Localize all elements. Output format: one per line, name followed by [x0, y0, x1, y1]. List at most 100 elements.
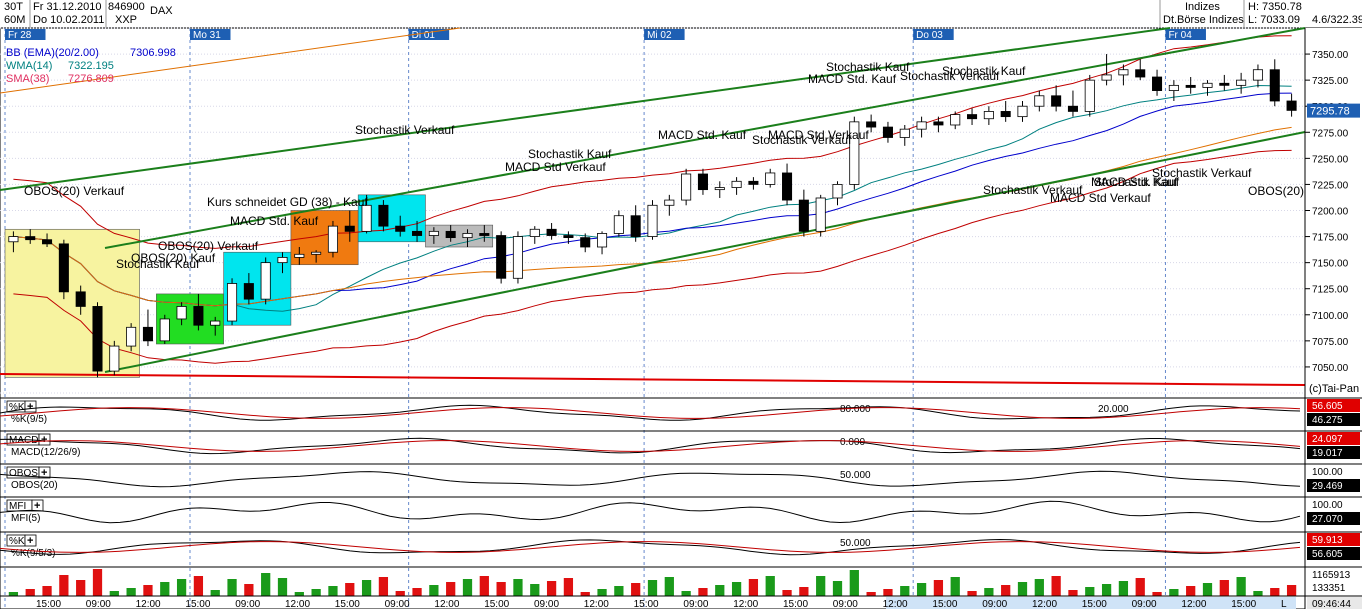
- time-axis-highlight: [886, 597, 1296, 609]
- candle-body: [815, 197, 826, 232]
- candle-body: [866, 121, 877, 128]
- candle-body: [580, 237, 591, 248]
- volume-bar: [832, 581, 843, 596]
- pane-level-2: 20.000: [1098, 404, 1129, 415]
- volume-bar: [916, 583, 927, 596]
- candle-body: [496, 235, 507, 279]
- signal-annotation: MACD Std Verkauf: [1050, 191, 1151, 205]
- volume-bar: [1186, 586, 1196, 596]
- legend-wma-label: WMA(14): [6, 60, 53, 72]
- candle: [1219, 74, 1230, 91]
- candle-body: [882, 126, 893, 138]
- pane-value-2: 19.017: [1312, 448, 1343, 459]
- volume-bar: [42, 586, 52, 596]
- candle: [832, 181, 843, 206]
- time-tick-label: 12:00: [584, 599, 609, 609]
- signal-annotation: OBOS(20) Verkauf: [24, 184, 125, 198]
- candle: [1067, 90, 1078, 117]
- time-tick-label: 09:00: [833, 599, 858, 609]
- day-badge: [1165, 29, 1206, 40]
- candle: [882, 121, 893, 143]
- candle-body: [8, 236, 19, 243]
- candle-body: [378, 204, 389, 227]
- time-tick-label: 12:00: [883, 599, 908, 609]
- candle-body: [58, 243, 69, 293]
- candle: [1000, 101, 1011, 122]
- pane-value-1: 24.097: [1312, 434, 1343, 445]
- volume-bar: [193, 576, 204, 596]
- candle: [8, 231, 19, 253]
- signal-annotation: Stochastik Verkauf: [752, 133, 852, 147]
- candle-body: [260, 262, 271, 300]
- candle: [1202, 80, 1213, 96]
- candle-body: [109, 345, 120, 372]
- volume-bar: [378, 577, 389, 596]
- bb-upper-line: [13, 35, 1292, 249]
- volume-bar: [1034, 579, 1044, 596]
- candle: [42, 233, 53, 247]
- candle: [1185, 77, 1196, 94]
- volume-bar: [1286, 585, 1297, 596]
- candle-body: [75, 291, 86, 307]
- candle-body: [916, 121, 927, 130]
- candle: [933, 116, 944, 133]
- signal-line: [0, 541, 1301, 553]
- signal-annotation: OBOS(20): [1248, 184, 1304, 198]
- clock-label: 09:46:44: [1312, 599, 1351, 609]
- trend-channel-lower: [104, 131, 1306, 373]
- signal-zone: [4, 228, 140, 378]
- candle: [277, 252, 288, 274]
- candle-body: [512, 236, 523, 279]
- volume-bar: [1051, 576, 1061, 596]
- signal-annotation: MACD Std. Kauf: [808, 72, 897, 86]
- candle: [311, 250, 322, 263]
- volume-bar: [277, 578, 288, 596]
- bb-lower-line: [13, 149, 1292, 364]
- pane-name: MACD(12/26/9): [11, 447, 80, 458]
- candle-body: [445, 230, 456, 239]
- date-to: Do 10.02.2011: [33, 14, 105, 26]
- low-label: L: 7033.09: [1248, 14, 1300, 26]
- candle-body: [798, 199, 809, 232]
- signal-line: [0, 407, 1301, 419]
- candle-body: [748, 180, 759, 185]
- volume-bar: [597, 589, 607, 596]
- signal-annotation: OBOS(20) Verkauf: [158, 239, 259, 253]
- volume-max-label: 1165913: [1312, 570, 1351, 581]
- high-label: H: 7350.78: [1248, 1, 1302, 13]
- day-badge: [190, 29, 231, 40]
- day-badge: [644, 29, 685, 40]
- pane-value-1-box: [1307, 465, 1360, 478]
- candle-body: [395, 225, 406, 232]
- candle: [260, 257, 271, 305]
- volume-bar: [429, 585, 439, 596]
- candle: [412, 220, 423, 242]
- volume-bar: [160, 582, 170, 596]
- candle-body: [92, 306, 103, 372]
- pane-expand-glyph: +: [41, 434, 47, 446]
- long-trend-line: [0, 27, 461, 94]
- candle-body: [1135, 69, 1146, 78]
- time-tick-label: 12:00: [1181, 599, 1206, 609]
- pane-tag: OBOS: [9, 468, 38, 479]
- volume-bar: [395, 591, 405, 596]
- wkn-label: 846900: [108, 1, 145, 13]
- volume-bar: [1068, 590, 1078, 596]
- time-tick-label: 12:00: [1032, 599, 1057, 609]
- candle: [899, 124, 910, 146]
- volume-bar: [967, 591, 977, 596]
- pane-value-2-box: [1307, 479, 1360, 492]
- pane-value-1-box: [1307, 432, 1360, 445]
- candle: [1252, 64, 1263, 88]
- pane-value-1: 56.605: [1312, 401, 1343, 412]
- candle: [428, 227, 439, 244]
- candle: [75, 285, 86, 315]
- signal-annotation: MACD Std. Kauf: [1091, 175, 1180, 189]
- day-badge: [5, 29, 46, 40]
- pane-level: 80.000: [840, 404, 871, 415]
- candle: [344, 210, 355, 242]
- candle-body: [933, 121, 944, 126]
- signal-annotation: MACD Std. Kauf: [658, 128, 747, 142]
